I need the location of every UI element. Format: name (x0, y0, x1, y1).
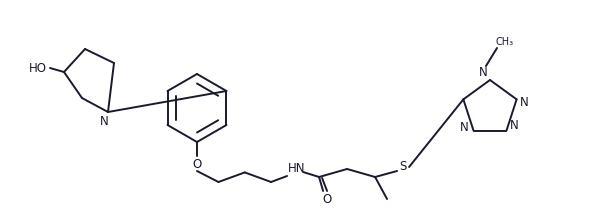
Text: HN: HN (289, 163, 306, 176)
Text: O: O (323, 194, 332, 207)
Text: O: O (192, 158, 202, 170)
Text: HO: HO (29, 62, 47, 75)
Text: N: N (478, 66, 487, 79)
Text: CH₃: CH₃ (496, 37, 514, 47)
Text: N: N (100, 114, 109, 128)
Text: N: N (460, 121, 469, 134)
Text: N: N (520, 96, 529, 109)
Text: N: N (510, 119, 519, 132)
Text: S: S (399, 161, 407, 174)
